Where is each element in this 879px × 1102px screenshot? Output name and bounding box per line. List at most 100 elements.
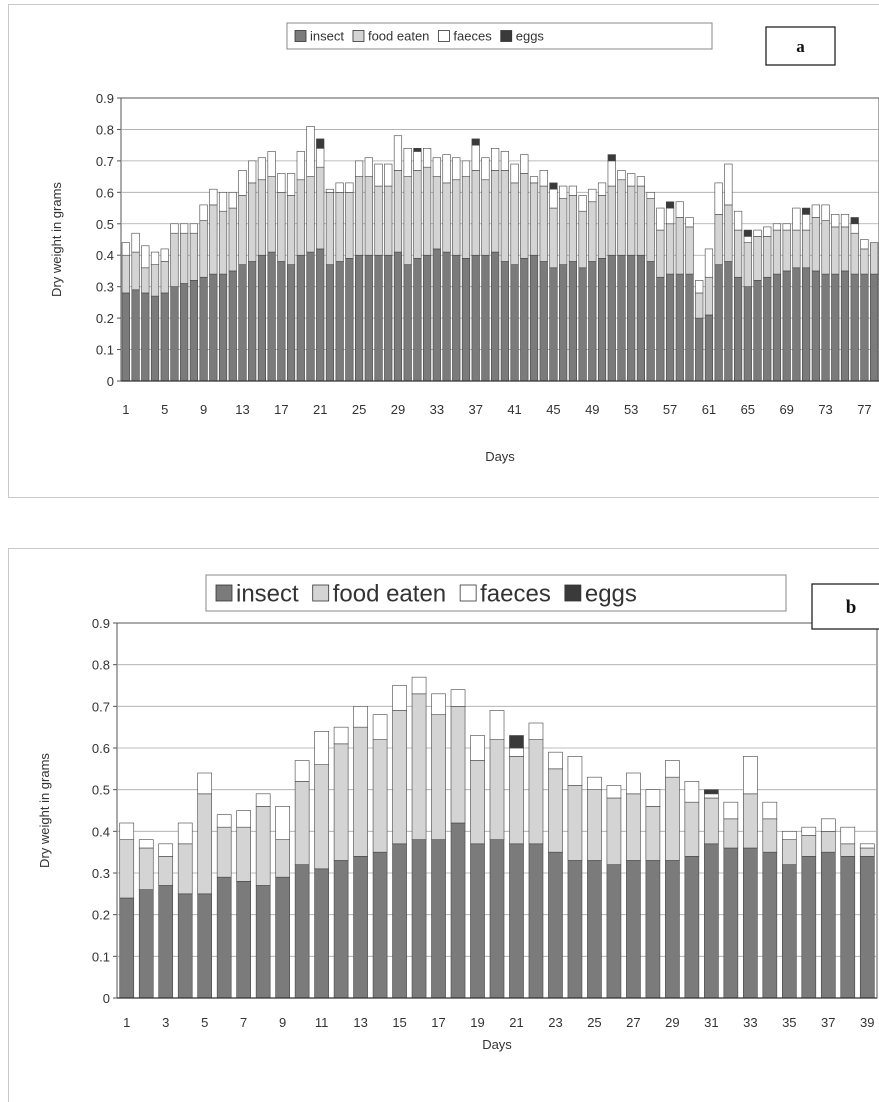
bar-segment-insect-day-61 [704,314,714,382]
bar-segment-insect-day-40 [500,261,509,382]
bar-segment-insect-day-39 [859,856,875,999]
bar-segment-food-eaten-day-35 [781,839,797,865]
y-tick-label: 0.8 [96,122,114,137]
x-tick-label: 17 [431,1015,445,1030]
bar-segment-food-eaten-day-20 [306,176,315,253]
x-tick-label: 77 [857,402,871,417]
bar-segment-insect-day-15 [257,254,267,382]
bar-segment-insect-day-41 [510,264,519,382]
bar-segment-faeces-day-67 [763,226,772,237]
bar-segment-faeces-day-6 [170,223,179,234]
bar-segment-faeces-day-30 [684,781,700,803]
y-tick-label: 0.9 [92,616,110,631]
x-tick-label: 11 [315,1015,329,1030]
bar-segment-insect-day-36 [801,856,817,999]
bar-segment-faeces-day-64 [733,210,743,231]
legend-label-faeces: faeces [453,29,492,44]
bar-segment-food-eaten-day-24 [567,785,583,861]
bar-segment-food-eaten-day-65 [743,242,752,287]
bar-segment-insect-day-68 [772,273,782,382]
bar-segment-faeces-day-13 [353,706,368,728]
bar-segment-insect-day-16 [411,839,427,999]
y-tick-label: 0.1 [92,949,110,964]
bar-segment-faeces-day-32 [423,148,432,168]
bar-segment-faeces-day-9 [275,806,290,840]
bar-segment-faeces-day-39 [859,843,875,849]
bar-segment-insect-day-8 [255,885,271,999]
bar-segment-faeces-day-50 [597,182,607,196]
bar-segment-food-eaten-day-36 [801,835,817,857]
bar-segment-faeces-day-37 [471,144,480,171]
x-tick-label: 3 [162,1015,169,1030]
bar-segment-insect-day-43 [529,254,539,382]
y-tick-label: 0.9 [96,91,114,106]
legend-swatch-food-eaten [312,584,330,602]
x-tick-label: 35 [782,1015,796,1030]
bar-segment-eggs-day-71 [802,207,811,215]
panel-tag-box [765,26,836,66]
bar-segment-insect-day-12 [228,270,237,382]
bar-segment-faeces-day-40 [500,151,509,171]
bar-segment-insect-day-58 [675,273,684,382]
bar-segment-insect-day-4 [150,295,160,382]
bar-segment-food-eaten-day-70 [792,229,801,269]
bar-segment-food-eaten-day-19 [296,179,305,256]
bar-segment-insect-day-1 [121,292,130,382]
bar-segment-food-eaten-day-34 [762,818,778,853]
chart-panel-b: 0 0.1 0.2 0.3 0.4 0.5 0.6 0.7 0.8 0.9 1 3 5 7 9 11 13 15 1… [8,548,879,1102]
x-tick-label: 13 [353,1015,367,1030]
bar-segment-insect-day-13 [353,856,368,999]
bar-segment-food-eaten-day-71 [802,229,811,269]
bar-segment-food-eaten-day-36 [461,176,471,259]
bar-segment-insect-day-13 [238,264,247,382]
bar-segment-faeces-day-22 [528,722,544,740]
bar-segment-insect-day-4 [177,893,193,999]
bar-segment-food-eaten-day-24 [345,192,354,259]
bar-segment-faeces-day-2 [131,232,140,253]
bar-segment-food-eaten-day-32 [423,166,432,256]
bar-segment-faeces-day-52 [617,170,626,181]
bar-segment-food-eaten-day-33 [432,176,441,250]
x-tick-label: 13 [235,402,249,417]
bar-segment-faeces-day-19 [470,735,485,761]
bar-segment-faeces-day-28 [384,163,393,187]
bar-segment-insect-day-19 [296,254,305,382]
bar-segment-insect-day-50 [597,258,607,382]
bar-segment-faeces-day-24 [567,756,583,786]
x-tick-label: 33 [430,402,444,417]
bar-segment-faeces-day-68 [772,223,782,231]
x-tick-label: 41 [507,402,521,417]
bar-segment-insect-day-65 [743,286,752,382]
bar-segment-insect-day-32 [423,254,432,382]
bar-segment-faeces-day-25 [587,776,602,790]
bar-segment-faeces-day-19 [296,151,305,181]
bar-segment-food-eaten-day-41 [510,182,519,265]
bar-segment-faeces-day-18 [286,173,296,196]
bar-segment-insect-day-24 [345,258,354,382]
legend-label-food-eaten: food eaten [333,581,446,608]
bar-segment-insect-day-75 [840,270,850,382]
bar-segment-faeces-day-29 [665,760,680,778]
bar-segment-insect-day-37 [820,851,836,999]
bar-segment-insect-day-60 [695,317,704,382]
bar-segment-faeces-day-14 [248,160,257,184]
y-tick-label: 0.1 [96,343,114,358]
bar-segment-food-eaten-day-35 [452,179,461,256]
bar-segment-food-eaten-day-78 [870,242,879,275]
bar-segment-insect-day-56 [656,276,665,382]
bar-segment-food-eaten-day-23 [335,192,344,262]
panel-tag-label: a [796,37,805,56]
bar-segment-food-eaten-day-31 [704,797,719,845]
bar-segment-eggs-day-21 [509,735,524,749]
bar-segment-faeces-day-7 [180,223,189,234]
bar-segment-food-eaten-day-10 [294,781,310,865]
x-tick-label: 17 [274,402,288,417]
bar-segment-food-eaten-day-18 [450,706,466,824]
bar-segment-faeces-day-75 [840,214,850,228]
bar-segment-food-eaten-day-3 [158,856,174,886]
legend-box [286,22,713,50]
y-tick-label: 0.6 [96,185,114,200]
x-tick-label: 5 [201,1015,208,1030]
x-tick-label: 9 [200,402,207,417]
bar-segment-insect-day-63 [724,261,733,382]
